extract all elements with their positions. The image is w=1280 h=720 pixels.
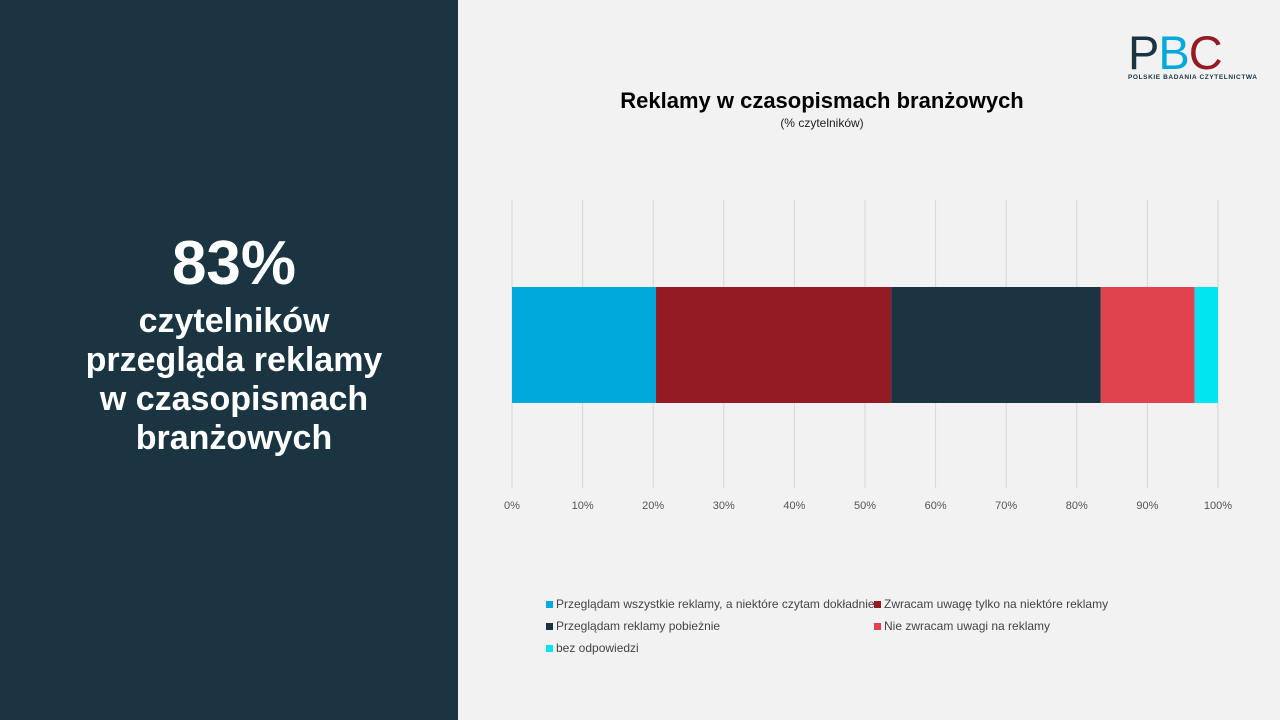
bar-segment (1194, 287, 1218, 403)
headline-line: przegląda reklamy (85, 341, 383, 379)
legend-label: Przeglądam wszystkie reklamy, a niektóre… (556, 597, 875, 611)
legend-item: Nie zwracam uwagi na reklamy (874, 619, 1050, 633)
headline-text: czytelników przegląda reklamy w czasopis… (0, 302, 468, 458)
x-tick-label: 60% (925, 500, 947, 512)
bar-segment (656, 287, 892, 403)
headline-line: branżowych (135, 419, 333, 457)
logo-letters: PBC (1128, 29, 1228, 76)
x-tick-label: 20% (642, 500, 664, 512)
bar-segment (891, 287, 1101, 403)
left-panel: 83% czytelników przegląda reklamy w czas… (0, 0, 458, 720)
x-tick-label: 10% (572, 500, 594, 512)
logo-tagline: POLSKIE BADANIA CZYTELNICTWA (1128, 74, 1258, 81)
legend-swatch (874, 622, 881, 630)
legend-label: Zwracam uwagę tylko na niektóre reklamy (884, 597, 1109, 611)
legend-item: Zwracam uwagę tylko na niektóre reklamy (874, 597, 1108, 611)
legend-item: Przeglądam wszystkie reklamy, a niektóre… (546, 597, 875, 611)
logo-letter: C (1188, 26, 1223, 79)
legend-swatch (874, 600, 881, 608)
x-tick-label: 100% (1204, 500, 1232, 512)
pbc-logo: PBC POLSKIE BADANIA CZYTELNICTWA (1128, 29, 1258, 82)
logo-letter: P (1128, 26, 1159, 79)
legend-swatch (546, 622, 553, 630)
bar-segment (1100, 287, 1195, 403)
legend-swatch (546, 600, 553, 608)
x-tick-label: 80% (1066, 500, 1088, 512)
x-tick-label: 30% (713, 500, 735, 512)
legend-label: Przeglądam reklamy pobieżnie (556, 619, 721, 633)
chart-title: Reklamy w czasopismach branżowych (620, 88, 1024, 113)
legend-item: bez odpowiedzi (546, 641, 639, 655)
headline-stat: 83% (171, 229, 297, 298)
x-tick-label: 0% (504, 500, 520, 512)
legend-label: bez odpowiedzi (556, 641, 639, 655)
x-tick-label: 50% (854, 500, 876, 512)
x-tick-label: 90% (1136, 500, 1158, 512)
legend-label: Nie zwracam uwagi na reklamy (884, 619, 1051, 633)
logo-letter: B (1158, 26, 1189, 79)
legend-item: Przeglądam reklamy pobieżnie (546, 619, 720, 633)
headline-line: czytelników (138, 302, 330, 340)
bar-segment (512, 287, 657, 403)
x-tick-label: 40% (783, 500, 805, 512)
x-tick-label: 70% (995, 500, 1017, 512)
chart-subtitle: (% czytelników) (780, 116, 864, 130)
headline: 83% czytelników przegląda reklamy w czas… (0, 228, 468, 458)
headline-line: w czasopismach (99, 380, 369, 418)
legend-swatch (546, 644, 553, 652)
